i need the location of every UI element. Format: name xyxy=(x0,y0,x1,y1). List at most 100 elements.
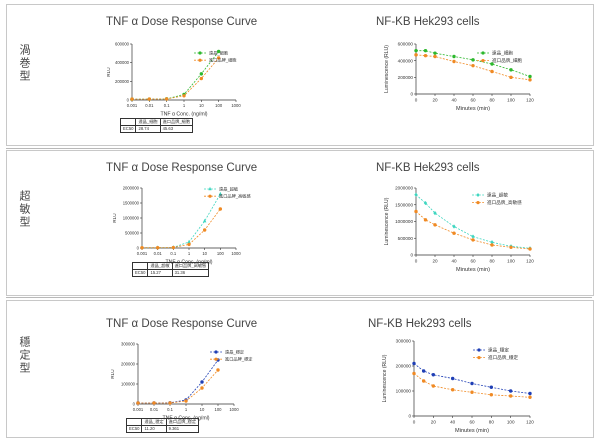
data-point xyxy=(214,357,218,361)
row-label-1: 渦巻型 xyxy=(18,44,31,83)
y-tick-label: 0 xyxy=(410,253,413,258)
data-point xyxy=(200,380,204,384)
y-tick-label: 1000000 xyxy=(123,215,140,220)
x-tick-label: 80 xyxy=(489,420,495,425)
table-cell: 11.20 xyxy=(141,425,167,433)
data-point xyxy=(528,78,532,82)
table-cell: 28.74 xyxy=(135,125,161,133)
x-axis-label: TNF α Conc. (ng/ml) xyxy=(160,111,207,117)
x-tick-label: 1000 xyxy=(231,103,241,108)
data-point xyxy=(208,194,212,198)
data-point xyxy=(184,399,188,403)
x-tick-label: 0.1 xyxy=(164,103,170,108)
table-cell xyxy=(119,118,137,126)
data-point xyxy=(452,54,456,59)
y-tick-label: 300000 xyxy=(396,339,412,344)
data-point xyxy=(214,350,218,354)
data-point xyxy=(528,391,532,396)
y-tick-label: 0 xyxy=(137,245,140,250)
table-cell: 15.27 xyxy=(147,269,173,277)
x-tick-label: 0.001 xyxy=(133,407,144,412)
table-cell: EC50 xyxy=(119,125,137,133)
data-point xyxy=(164,97,169,101)
y-axis-label: RLU xyxy=(106,67,111,77)
table-cell: 遠晶_細胞 xyxy=(135,118,161,126)
x-tick-label: 100 xyxy=(507,259,515,264)
x-tick-label: 40 xyxy=(450,420,456,425)
data-point xyxy=(490,62,494,66)
data-point xyxy=(490,69,494,74)
data-point xyxy=(423,218,428,222)
legend-label: 進口品牌_穩定 xyxy=(225,356,252,363)
data-point xyxy=(202,218,207,223)
table-cell: 45.63 xyxy=(159,125,194,133)
x-tick-label: 1000 xyxy=(229,407,239,412)
data-point xyxy=(528,247,532,251)
series-line xyxy=(132,57,220,100)
data-point xyxy=(490,243,494,247)
y-axis-label: RLU xyxy=(110,369,115,379)
x-axis-label: Minutes (min) xyxy=(455,428,489,434)
data-point xyxy=(414,48,418,53)
x-tick-label: 120 xyxy=(526,98,534,103)
data-point xyxy=(477,356,481,360)
data-point xyxy=(471,63,475,68)
data-point xyxy=(508,389,513,393)
data-point xyxy=(481,51,485,55)
data-point xyxy=(200,386,204,390)
data-point xyxy=(489,393,494,397)
y-tick-label: 1500000 xyxy=(395,202,413,207)
data-point xyxy=(452,224,456,229)
data-point xyxy=(171,245,176,250)
ec50-value-row: EC50 11.20 9.361 xyxy=(125,425,200,433)
y-axis-label: Luminescence (RLU) xyxy=(384,197,390,245)
row-panel-2 xyxy=(6,150,594,296)
data-point xyxy=(136,401,140,405)
data-point xyxy=(528,74,532,79)
x-tick-label: 60 xyxy=(469,420,475,425)
series-line xyxy=(138,369,219,404)
table-cell: EC50 xyxy=(131,269,149,277)
legend-label: 進口品牌_高敏感 xyxy=(487,199,522,206)
legend-label: 遠晶_穩定 xyxy=(225,348,244,355)
x-tick-label: 100 xyxy=(217,251,225,256)
table-cell: EC50 xyxy=(125,425,143,433)
data-point xyxy=(199,76,204,81)
data-point xyxy=(489,385,494,389)
table-cell: 進口品牌_高敏感 xyxy=(171,262,210,270)
legend-label: 遠晶_細胞 xyxy=(209,49,229,56)
x-tick-label: 1 xyxy=(185,407,188,412)
series-line xyxy=(413,363,531,394)
x-tick-label: 120 xyxy=(526,259,534,264)
data-point xyxy=(216,49,221,54)
x-tick-label: 100 xyxy=(215,103,223,108)
data-point xyxy=(471,234,475,239)
data-point xyxy=(423,53,428,58)
legend-label: 遠晶_超敏 xyxy=(219,185,239,192)
y-axis-label: RLU xyxy=(112,213,117,223)
y-tick-label: 200000 xyxy=(396,364,412,369)
x-tick-label: 1 xyxy=(188,251,191,256)
data-point xyxy=(476,193,480,197)
data-point xyxy=(412,361,416,366)
x-tick-label: 0.01 xyxy=(145,103,154,108)
data-point xyxy=(471,58,475,62)
x-tick-label: 60 xyxy=(470,259,476,264)
ec50-table-2: 遠晶_超敏 進口品牌_高敏感 EC50 15.27 31.36 xyxy=(131,262,210,277)
dose-chart-title-3: TNF α Dose Response Curve xyxy=(106,318,258,330)
series-line xyxy=(142,208,221,249)
y-tick-label: 2000000 xyxy=(395,186,413,191)
y-tick-label: 500000 xyxy=(125,230,140,235)
data-point xyxy=(216,368,220,372)
x-tick-label: 80 xyxy=(489,98,495,103)
data-point xyxy=(218,191,223,196)
x-axis-label: Minutes (min) xyxy=(456,267,490,273)
data-point xyxy=(140,246,144,250)
x-tick-label: 80 xyxy=(489,259,495,264)
series-line xyxy=(132,51,220,100)
x-tick-label: 0 xyxy=(415,259,418,264)
y-axis-label: Luminescence (RLU) xyxy=(384,45,390,93)
x-tick-label: 0.1 xyxy=(170,251,176,256)
legend-label: 進口品牌_細胞 xyxy=(492,57,523,64)
data-point xyxy=(433,223,437,227)
